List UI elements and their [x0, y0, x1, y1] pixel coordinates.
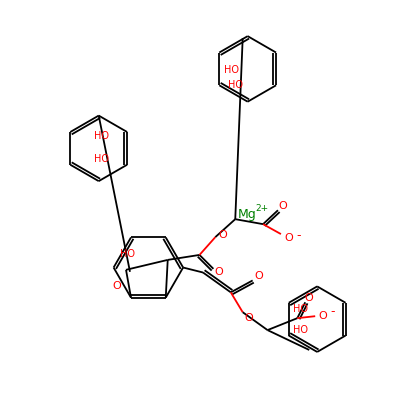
Text: Mg: Mg: [238, 208, 256, 221]
Text: O: O: [319, 311, 328, 321]
Text: -: -: [331, 305, 335, 318]
Text: O: O: [214, 267, 223, 277]
Text: O: O: [278, 201, 287, 211]
Text: HO: HO: [224, 65, 239, 75]
Text: O: O: [112, 281, 121, 291]
Text: 2+: 2+: [256, 204, 269, 214]
Text: HO: HO: [228, 80, 243, 90]
Text: -: -: [296, 228, 301, 242]
Text: O: O: [284, 233, 293, 243]
Text: HO: HO: [293, 324, 308, 334]
Text: HO: HO: [94, 131, 109, 141]
Text: O: O: [254, 272, 263, 282]
Text: O: O: [218, 230, 227, 240]
Text: HO: HO: [94, 154, 109, 164]
Text: O: O: [244, 313, 253, 323]
Text: O: O: [305, 293, 314, 303]
Text: HO: HO: [120, 249, 134, 259]
Text: HO: HO: [293, 304, 308, 314]
